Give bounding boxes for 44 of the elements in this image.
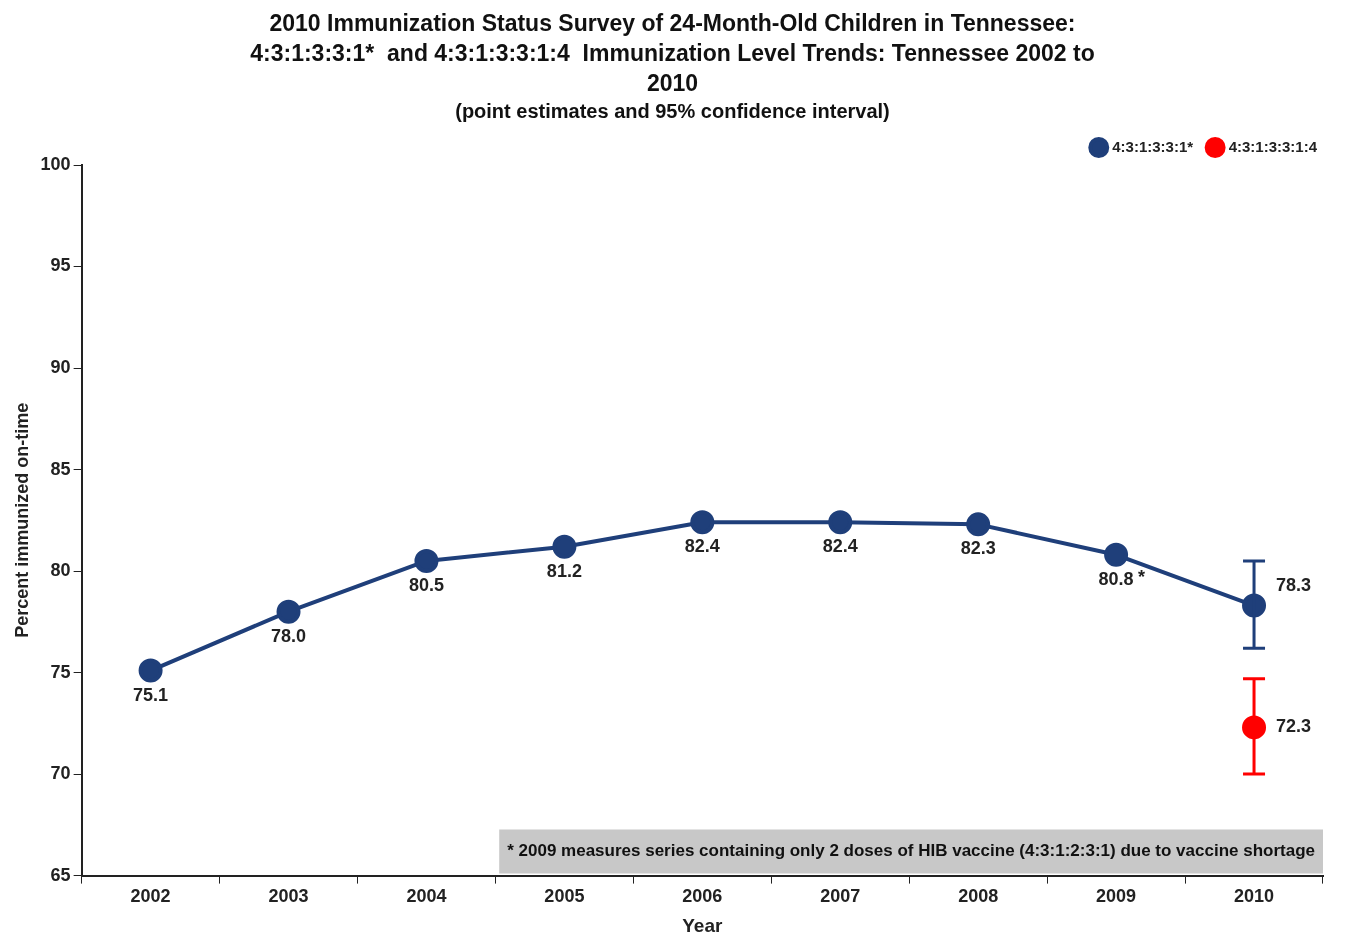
point <box>1242 715 1267 740</box>
x-tick-label: 2010 <box>1234 886 1275 907</box>
y-tick-label: 95 <box>50 255 71 276</box>
y-tick-label: 80 <box>50 560 71 581</box>
chart-subtitle: (point estimates and 95% confidence interval) <box>454 99 891 124</box>
chart-title: 2010 Immunization Status Survey of 24-Month-Old Children in Tennessee: 4:3:1:3:3:1* and 4:3:1:3:3:1:4 Immunization Level Trends: Tennessee 2002 to 2010 <box>249 9 1096 98</box>
x-tick-label: 2003 <box>268 886 309 907</box>
point <box>690 510 715 535</box>
annotation: * <box>1138 566 1146 587</box>
y-tick-label: 70 <box>50 763 71 784</box>
legend-label: 4:3:1:3:3:1* <box>1112 137 1194 155</box>
x-tick-label: 2009 <box>1096 886 1137 907</box>
y-tick-label: 90 <box>50 357 71 377</box>
data-label: 82.4 <box>822 536 858 557</box>
data-label: 80.5 <box>408 574 444 595</box>
y-tick-label: 65 <box>50 864 71 885</box>
point <box>552 534 577 559</box>
data-label: 82.4 <box>684 536 720 557</box>
x-tick-label: 2008 <box>958 886 999 907</box>
data-label: 78.0 <box>271 625 307 646</box>
y-tick-label: 75 <box>50 661 71 682</box>
y-tick-label: 100 <box>40 153 71 174</box>
x-tick-label: 2005 <box>544 886 585 907</box>
data-label: 72.3 <box>1276 716 1312 737</box>
x-axis-title: Year <box>682 914 723 936</box>
point <box>414 548 439 573</box>
x-tick-label: 2004 <box>406 886 447 907</box>
point <box>138 658 163 683</box>
point <box>276 599 301 624</box>
data-label: 75.1 <box>133 684 169 705</box>
annotation: * 2009 measures series containing only 2 doses of HIB vaccine (4:3:1:2:3:1) due to vaccine shortage <box>507 841 1316 861</box>
data-label: 78.3 <box>1276 574 1312 595</box>
x-tick-label: 2007 <box>820 886 861 907</box>
legend-label: 4:3:1:3:3:1:4 <box>1228 137 1318 155</box>
point <box>966 512 991 537</box>
x-tick-label: 2006 <box>682 886 723 907</box>
data-label: 81.2 <box>546 560 582 581</box>
data-label: 82.3 <box>960 538 996 559</box>
point <box>1104 542 1129 567</box>
point <box>828 510 853 535</box>
y-tick-label: 85 <box>50 458 71 479</box>
y-axis-title: Percent immunized on-time <box>11 402 32 638</box>
data-label: 80.8 <box>1098 568 1134 589</box>
x-tick-label: 2002 <box>130 886 171 907</box>
